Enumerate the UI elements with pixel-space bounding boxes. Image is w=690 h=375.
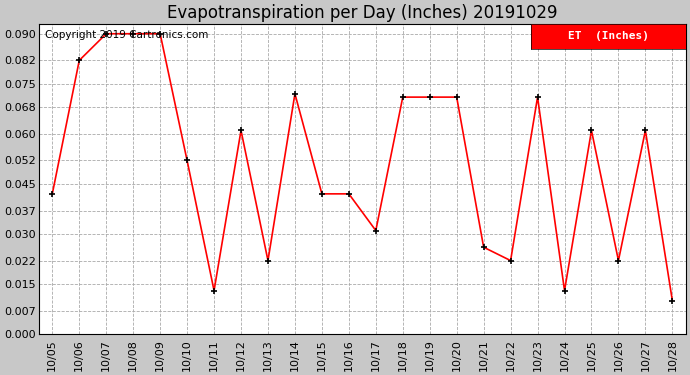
- Text: Copyright 2019 Cartronics.com: Copyright 2019 Cartronics.com: [46, 30, 208, 40]
- Title: Evapotranspiration per Day (Inches) 20191029: Evapotranspiration per Day (Inches) 2019…: [167, 4, 558, 22]
